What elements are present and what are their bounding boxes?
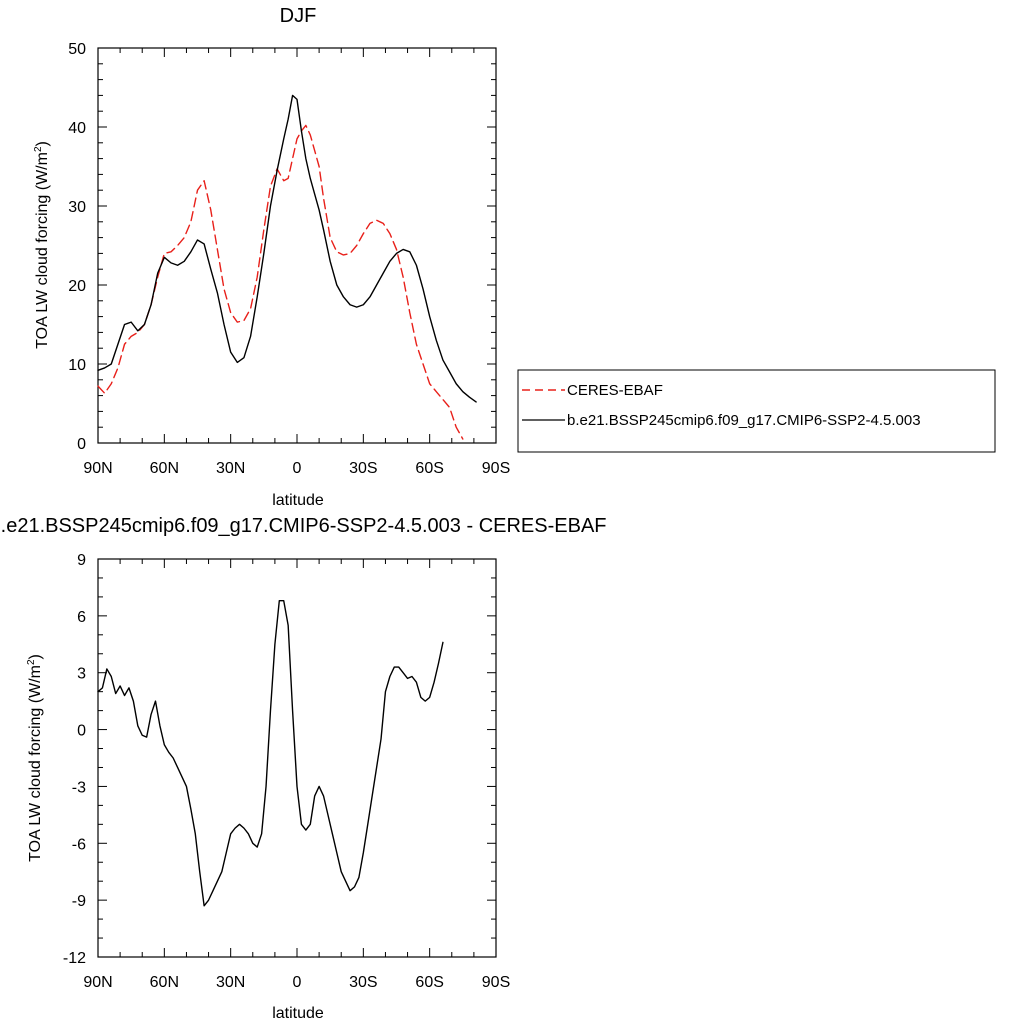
chart-top-x-ticks: 90N 60N 30N 0 30S 60S 90S bbox=[83, 48, 510, 477]
chart-top-frame bbox=[97, 47, 497, 444]
chart-bottom-xlabel: latitude bbox=[272, 1005, 324, 1022]
top-x-tick-label: 30S bbox=[349, 460, 377, 477]
chart-bottom-ylabel: TOA LW cloud forcing (W/m2) bbox=[26, 654, 44, 862]
top-y-tick-label: 50 bbox=[68, 41, 86, 58]
top-x-tick-label: 60S bbox=[415, 460, 443, 477]
chart-bottom-y-ticks: -12 -9 -6 -3 0 3 6 9 bbox=[63, 552, 496, 967]
chart-top-ylabel-close: ) bbox=[34, 141, 51, 146]
bottom-y-tick-label: -9 bbox=[72, 893, 86, 910]
bottom-x-tick-label: 90N bbox=[83, 974, 112, 991]
chart-top-title: DJF bbox=[280, 5, 317, 27]
chart-bottom-frame bbox=[97, 558, 497, 958]
chart-bottom-x-ticks: 90N 60N 30N 0 30S 60S 90S bbox=[83, 559, 510, 991]
top-y-tick-label: 10 bbox=[68, 357, 86, 374]
bottom-series-line-0 bbox=[97, 600, 444, 907]
top-x-tick-label: 60N bbox=[150, 460, 179, 477]
chart-bottom-ylabel-close: ) bbox=[27, 654, 44, 659]
chart-top-y-ticks: 0 10 20 30 40 50 bbox=[68, 41, 496, 453]
legend-label-ceres: CERES-EBAF bbox=[567, 382, 663, 399]
chart-top-ylabel-main: TOA LW cloud forcing (W/m bbox=[34, 152, 51, 349]
top-y-tick-label: 40 bbox=[68, 120, 86, 137]
chart-top-series bbox=[97, 94, 477, 440]
bottom-y-tick-label: -12 bbox=[63, 950, 86, 967]
bottom-y-tick-label: 6 bbox=[77, 609, 86, 626]
bottom-y-tick-label: -3 bbox=[72, 779, 86, 796]
chart-bottom: b.e21.BSSP245cmip6.f09_g17.CMIP6-SSP2-4.… bbox=[0, 515, 606, 1022]
chart-top: DJF 90N 60N 30N 0 30S 60S 90S 0 10 20 30 40 50 lati… bbox=[33, 5, 996, 509]
bottom-y-tick-label: -6 bbox=[72, 836, 86, 853]
chart-top-ylabel: TOA LW cloud forcing (W/m2) bbox=[33, 141, 51, 349]
chart-bottom-title: b.e21.BSSP245cmip6.f09_g17.CMIP6-SSP2-4.… bbox=[0, 515, 606, 537]
bottom-x-tick-label: 30N bbox=[216, 974, 245, 991]
chart-bottom-series bbox=[97, 600, 444, 907]
bottom-x-tick-label: 0 bbox=[293, 974, 302, 991]
bottom-y-tick-label: 0 bbox=[77, 723, 86, 740]
top-x-tick-label: 0 bbox=[293, 460, 302, 477]
top-x-tick-label: 30N bbox=[216, 460, 245, 477]
top-series-line-0 bbox=[97, 124, 464, 440]
legend-box bbox=[517, 369, 996, 453]
chart-bottom-ylabel-main: TOA LW cloud forcing (W/m bbox=[27, 665, 44, 862]
top-y-tick-label: 20 bbox=[68, 278, 86, 295]
bottom-x-tick-label: 60N bbox=[150, 974, 179, 991]
bottom-x-tick-label: 30S bbox=[349, 974, 377, 991]
bottom-y-tick-label: 9 bbox=[77, 552, 86, 569]
legend-label-model: b.e21.BSSP245cmip6.f09_g17.CMIP6-SSP2-4.… bbox=[567, 412, 921, 429]
top-series-line-1 bbox=[97, 94, 477, 403]
chart-top-xlabel: latitude bbox=[272, 492, 324, 509]
chart-top-ylabel-sup: 2 bbox=[33, 146, 44, 152]
top-x-tick-label: 90N bbox=[83, 460, 112, 477]
bottom-x-tick-label: 90S bbox=[482, 974, 510, 991]
top-x-tick-label: 90S bbox=[482, 460, 510, 477]
bottom-x-tick-label: 60S bbox=[415, 974, 443, 991]
top-y-tick-label: 0 bbox=[77, 436, 86, 453]
top-y-tick-label: 30 bbox=[68, 199, 86, 216]
chart-bottom-ylabel-sup: 2 bbox=[26, 659, 37, 665]
bottom-y-tick-label: 3 bbox=[77, 666, 86, 683]
legend: CERES-EBAF b.e21.BSSP245cmip6.f09_g17.CM… bbox=[517, 369, 996, 453]
